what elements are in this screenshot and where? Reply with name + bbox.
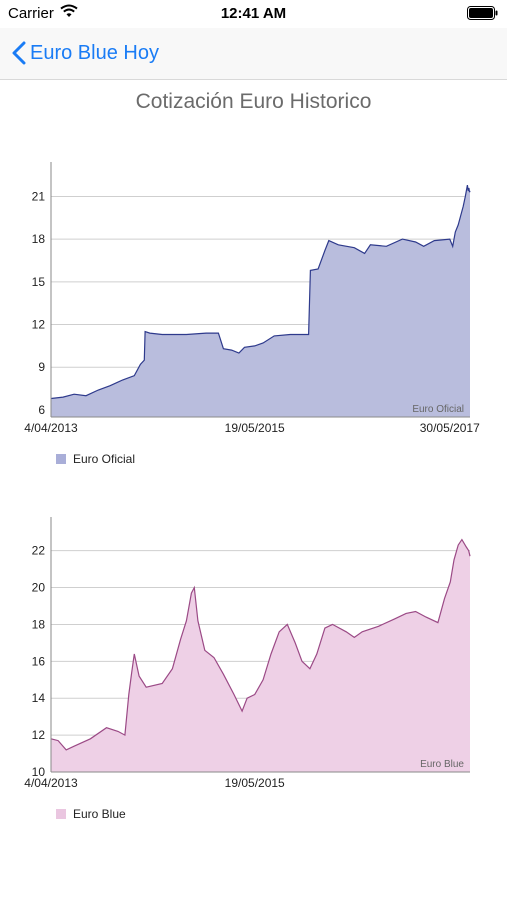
euro-blue-legend: Euro Blue	[56, 807, 126, 821]
y-tick-label: 20	[32, 581, 46, 595]
chevron-left-icon	[12, 41, 26, 65]
y-tick-label: 10	[32, 765, 46, 779]
y-tick-label: 18	[32, 617, 46, 631]
y-tick-label: 21	[32, 189, 46, 203]
series-line	[50, 184, 471, 400]
series-area	[51, 185, 470, 417]
y-tick-label: 22	[32, 544, 46, 558]
euro-oficial-legend: Euro Oficial	[56, 452, 135, 466]
x-tick-label: 30/05/2017	[420, 421, 480, 435]
y-tick-label: 6	[38, 403, 45, 417]
y-tick-label: 16	[32, 654, 46, 668]
wifi-icon	[60, 4, 78, 23]
page-title: Cotización Euro Historico	[135, 90, 372, 113]
y-tick-label: 18	[32, 232, 46, 246]
y-tick-label: 12	[32, 318, 46, 332]
y-tick-label: 9	[38, 360, 45, 374]
euro-oficial-chart: 6 9 12 15 18 21 4/04/2013 19/05/2015 30/05/2017 E…	[24, 162, 480, 435]
chart-description: Euro Oficial	[412, 404, 464, 415]
x-tick-label: 19/05/2015	[225, 776, 285, 790]
series-line	[50, 538, 471, 751]
back-button[interactable]: Euro Blue Hoy	[12, 38, 159, 68]
battery-icon	[467, 6, 499, 25]
legend-swatch	[56, 454, 66, 464]
legend-swatch	[56, 809, 66, 819]
clock: 12:41 AM	[220, 5, 287, 22]
legend-label: Euro Blue	[73, 807, 126, 821]
y-tick-label: 12	[32, 728, 46, 742]
y-tick-label: 14	[32, 691, 46, 705]
carrier-label: Carrier	[8, 5, 54, 22]
y-tick-label: 15	[32, 275, 46, 289]
euro-blue-chart: 10 12 14 16 18 20 22 4/04/2013 19/05/2015 Euro Bl…	[24, 517, 471, 790]
status-bar: Carrier 12:41 AM	[0, 0, 507, 28]
x-tick-label: 19/05/2015	[225, 421, 285, 435]
x-tick-label: 4/04/2013	[24, 776, 78, 790]
navigation-bar: Euro Blue Hoy	[0, 28, 507, 80]
back-button-label: Euro Blue Hoy	[30, 41, 159, 64]
chart-description: Euro Blue	[420, 759, 464, 770]
legend-label: Euro Oficial	[73, 452, 136, 466]
series-area	[51, 539, 470, 772]
x-tick-label: 4/04/2013	[24, 421, 78, 435]
